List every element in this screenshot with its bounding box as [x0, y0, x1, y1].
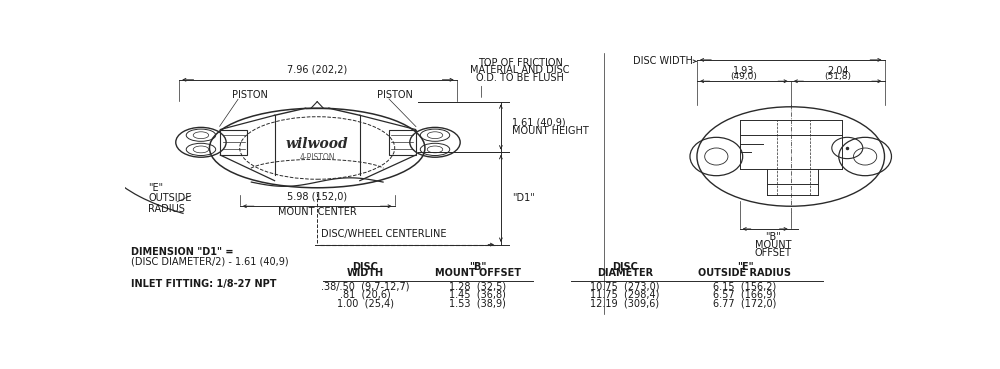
Text: 10.75  (273,0): 10.75 (273,0) [590, 281, 660, 292]
Text: wilwood: wilwood [286, 137, 349, 151]
Text: 7.96 (202,2): 7.96 (202,2) [287, 65, 347, 75]
Text: 6.15  (156,2): 6.15 (156,2) [713, 281, 777, 292]
Text: 1.28  (32,5): 1.28 (32,5) [449, 281, 506, 292]
Text: 1.53  (38,9): 1.53 (38,9) [449, 299, 506, 308]
Text: MOUNT CENTER: MOUNT CENTER [278, 207, 357, 217]
Text: 1.45  (36,8): 1.45 (36,8) [449, 290, 506, 300]
Text: "E": "E" [737, 262, 753, 272]
Text: 4-PISTON: 4-PISTON [299, 154, 335, 162]
Text: MOUNT: MOUNT [755, 240, 791, 250]
Text: 1.00  (25,4): 1.00 (25,4) [337, 299, 394, 308]
Text: DISC: DISC [612, 262, 638, 272]
Text: .81  (20,6): .81 (20,6) [340, 290, 391, 300]
Text: (49,0): (49,0) [730, 72, 757, 81]
Text: "D1": "D1" [512, 193, 535, 203]
Text: 6.57  (166,9): 6.57 (166,9) [713, 290, 777, 300]
Text: OUTSIDE RADIUS: OUTSIDE RADIUS [698, 268, 792, 278]
Text: PISTON: PISTON [377, 90, 413, 100]
Text: 12.19  (309,6): 12.19 (309,6) [590, 299, 659, 308]
Text: O.D. TO BE FLUSH: O.D. TO BE FLUSH [476, 73, 564, 83]
Text: MATERIAL AND DISC: MATERIAL AND DISC [471, 65, 570, 75]
Text: PISTON: PISTON [232, 90, 268, 100]
Text: TOP OF FRICTION: TOP OF FRICTION [478, 58, 563, 68]
Text: 11.75  (298,4): 11.75 (298,4) [590, 290, 660, 300]
Text: "B": "B" [765, 232, 781, 242]
Text: DIMENSION "D1" =: DIMENSION "D1" = [131, 247, 234, 257]
Text: 1.61 (40,9): 1.61 (40,9) [512, 118, 566, 128]
Text: DISC/WHEEL CENTERLINE: DISC/WHEEL CENTERLINE [321, 230, 447, 239]
Text: WIDTH: WIDTH [347, 268, 384, 278]
Text: DIAMETER: DIAMETER [597, 268, 653, 278]
Text: DISC WIDTH: DISC WIDTH [633, 56, 692, 66]
Text: INLET FITTING: 1/8-27 NPT: INLET FITTING: 1/8-27 NPT [131, 279, 277, 289]
Text: OFFSET: OFFSET [754, 248, 791, 258]
Text: 1.93: 1.93 [733, 66, 755, 76]
Text: MOUNT HEIGHT: MOUNT HEIGHT [512, 126, 589, 136]
Text: DISC: DISC [352, 262, 378, 272]
Text: (51,8): (51,8) [824, 72, 851, 81]
Text: 6.77  (172,0): 6.77 (172,0) [713, 299, 777, 308]
Text: OUTSIDE: OUTSIDE [148, 193, 192, 203]
Text: "E": "E" [148, 183, 163, 193]
Text: 5.98 (152,0): 5.98 (152,0) [287, 191, 347, 201]
Text: MOUNT OFFSET: MOUNT OFFSET [435, 268, 521, 278]
Text: .38/.50  (9,7-12,7): .38/.50 (9,7-12,7) [321, 281, 410, 292]
Text: "B": "B" [469, 262, 486, 272]
Text: (DISC DIAMETER/2) - 1.61 (40,9): (DISC DIAMETER/2) - 1.61 (40,9) [131, 256, 289, 266]
Text: RADIUS: RADIUS [148, 204, 185, 214]
Text: 2.04: 2.04 [827, 66, 848, 76]
